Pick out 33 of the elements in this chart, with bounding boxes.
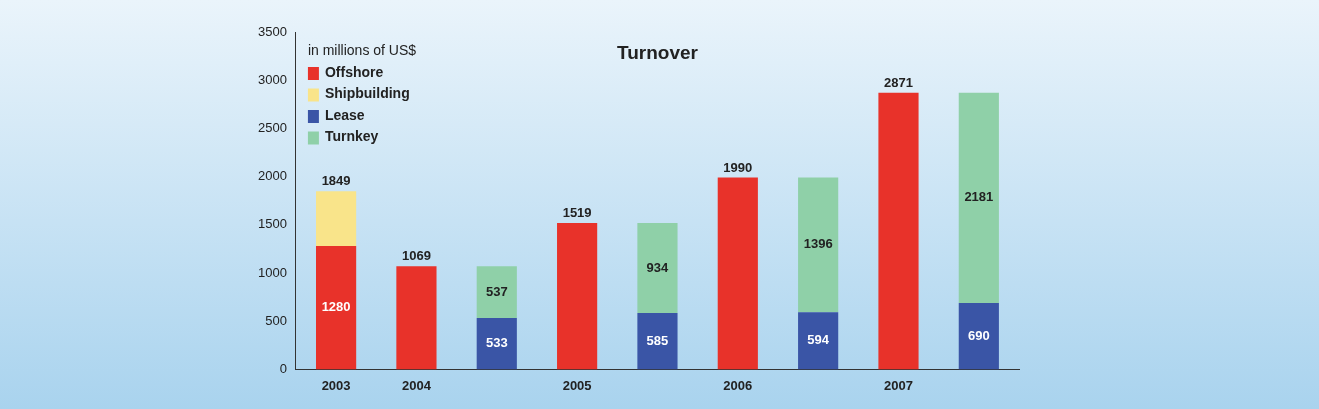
legend-label: Lease bbox=[324, 106, 365, 123]
y-tick-label: 1000 bbox=[258, 264, 287, 280]
x-tick-label: 2007 bbox=[884, 377, 913, 393]
y-tick-label: 2000 bbox=[258, 168, 287, 184]
text: Turnover bbox=[616, 41, 699, 63]
y-tick-label: 1500 bbox=[258, 216, 287, 232]
data-label: 690 bbox=[967, 327, 990, 343]
y-tick-label: 3500 bbox=[258, 23, 287, 39]
data-label: 1280 bbox=[321, 299, 351, 315]
legend-label: Shipbuilding bbox=[324, 85, 410, 102]
legend-title: in millions of US$ bbox=[307, 41, 417, 58]
total-label: 1990 bbox=[723, 159, 753, 175]
y-tick-label: 2500 bbox=[258, 119, 287, 135]
legend-label: Offshore bbox=[324, 63, 384, 80]
total-label: 2871 bbox=[884, 74, 913, 90]
x-tick-label: 2005 bbox=[562, 377, 592, 393]
data-label: 2181 bbox=[964, 189, 994, 205]
data-label: 1396 bbox=[803, 236, 833, 252]
data-label: 594 bbox=[807, 332, 830, 348]
data-label: 934 bbox=[646, 259, 670, 275]
x-tick-label: 2006 bbox=[723, 377, 753, 393]
data-label: 585 bbox=[646, 332, 669, 348]
y-tick-label: 0 bbox=[279, 360, 287, 376]
total-label: 1849 bbox=[321, 173, 351, 189]
x-tick-label: 2004 bbox=[401, 377, 432, 393]
total-label: 1519 bbox=[562, 205, 592, 221]
total-label: 1069 bbox=[401, 248, 431, 264]
data-label: 533 bbox=[485, 335, 508, 351]
legend-label: Turnkey bbox=[324, 128, 379, 145]
x-tick-label: 2003 bbox=[321, 377, 351, 393]
data-label: 537 bbox=[485, 283, 508, 299]
y-tick-label: 500 bbox=[265, 312, 287, 328]
y-tick-label: 3000 bbox=[258, 71, 287, 87]
